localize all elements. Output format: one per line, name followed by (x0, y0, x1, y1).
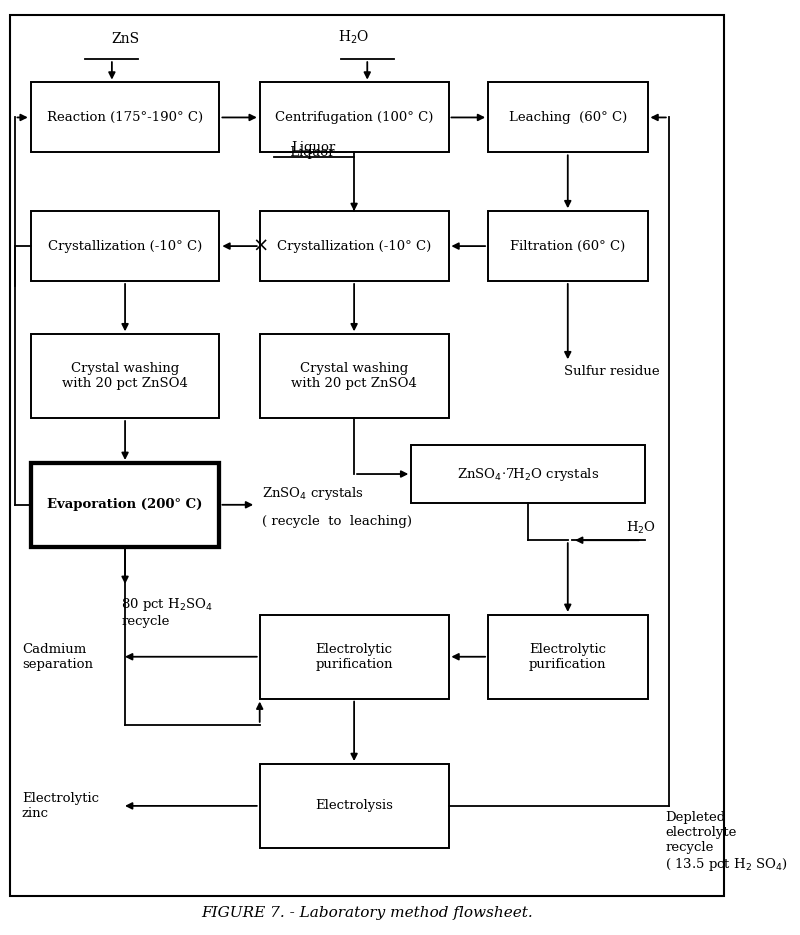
Text: Crystallization (-10° C): Crystallization (-10° C) (277, 239, 431, 252)
Text: Evaporation (200° C): Evaporation (200° C) (47, 498, 202, 511)
Bar (260, 211, 449, 281)
Text: Electrolytic
purification: Electrolytic purification (529, 642, 606, 670)
Text: —Liquor—: —Liquor— (278, 146, 348, 159)
Bar (260, 82, 449, 152)
Text: Filtration (60° C): Filtration (60° C) (510, 239, 626, 252)
Bar (260, 764, 449, 848)
Bar (30, 463, 219, 547)
Bar (488, 82, 647, 152)
Bar (30, 82, 219, 152)
Bar (260, 334, 449, 418)
Bar (488, 615, 647, 698)
Text: FIGURE 7. - Laboratory method flowsheet.: FIGURE 7. - Laboratory method flowsheet. (202, 906, 533, 920)
Text: Centrifugation (100° C): Centrifugation (100° C) (275, 111, 434, 124)
Bar (411, 445, 646, 503)
Text: ZnS: ZnS (111, 32, 139, 46)
Text: 80 pct H$_2$SO$_4$
recycle: 80 pct H$_2$SO$_4$ recycle (122, 597, 214, 628)
Text: Crystallization (-10° C): Crystallization (-10° C) (48, 239, 202, 252)
Text: ( recycle  to  leaching): ( recycle to leaching) (262, 515, 412, 528)
Text: Cadmium
separation: Cadmium separation (22, 642, 93, 670)
Bar (30, 334, 219, 418)
Text: Liquor: Liquor (292, 141, 336, 154)
Bar (488, 211, 647, 281)
Text: ZnSO$_4$ crystals: ZnSO$_4$ crystals (262, 485, 364, 502)
Text: Electrolytic
purification: Electrolytic purification (315, 642, 393, 670)
Text: Reaction (175°-190° C): Reaction (175°-190° C) (47, 111, 203, 124)
Text: Crystal washing
with 20 pct ZnSO4: Crystal washing with 20 pct ZnSO4 (62, 362, 188, 390)
Text: Electrolytic
zinc: Electrolytic zinc (22, 792, 99, 820)
Text: Leaching  (60° C): Leaching (60° C) (509, 111, 627, 124)
Bar (260, 615, 449, 698)
Text: H$_2$O: H$_2$O (338, 29, 370, 46)
Text: ZnSO$_4$$\cdot$7H$_2$O crystals: ZnSO$_4$$\cdot$7H$_2$O crystals (457, 466, 599, 482)
Text: Crystal washing
with 20 pct ZnSO4: Crystal washing with 20 pct ZnSO4 (291, 362, 417, 390)
Text: Sulfur residue: Sulfur residue (564, 365, 660, 378)
Text: $\times$: $\times$ (252, 237, 267, 255)
Text: H$_2$O: H$_2$O (626, 520, 656, 536)
Text: Depleted
electrolyte
recycle
( 13.5 pct H$_2$ SO$_4$): Depleted electrolyte recycle ( 13.5 pct … (665, 811, 788, 873)
Text: Electrolysis: Electrolysis (315, 799, 393, 813)
Bar (30, 211, 219, 281)
